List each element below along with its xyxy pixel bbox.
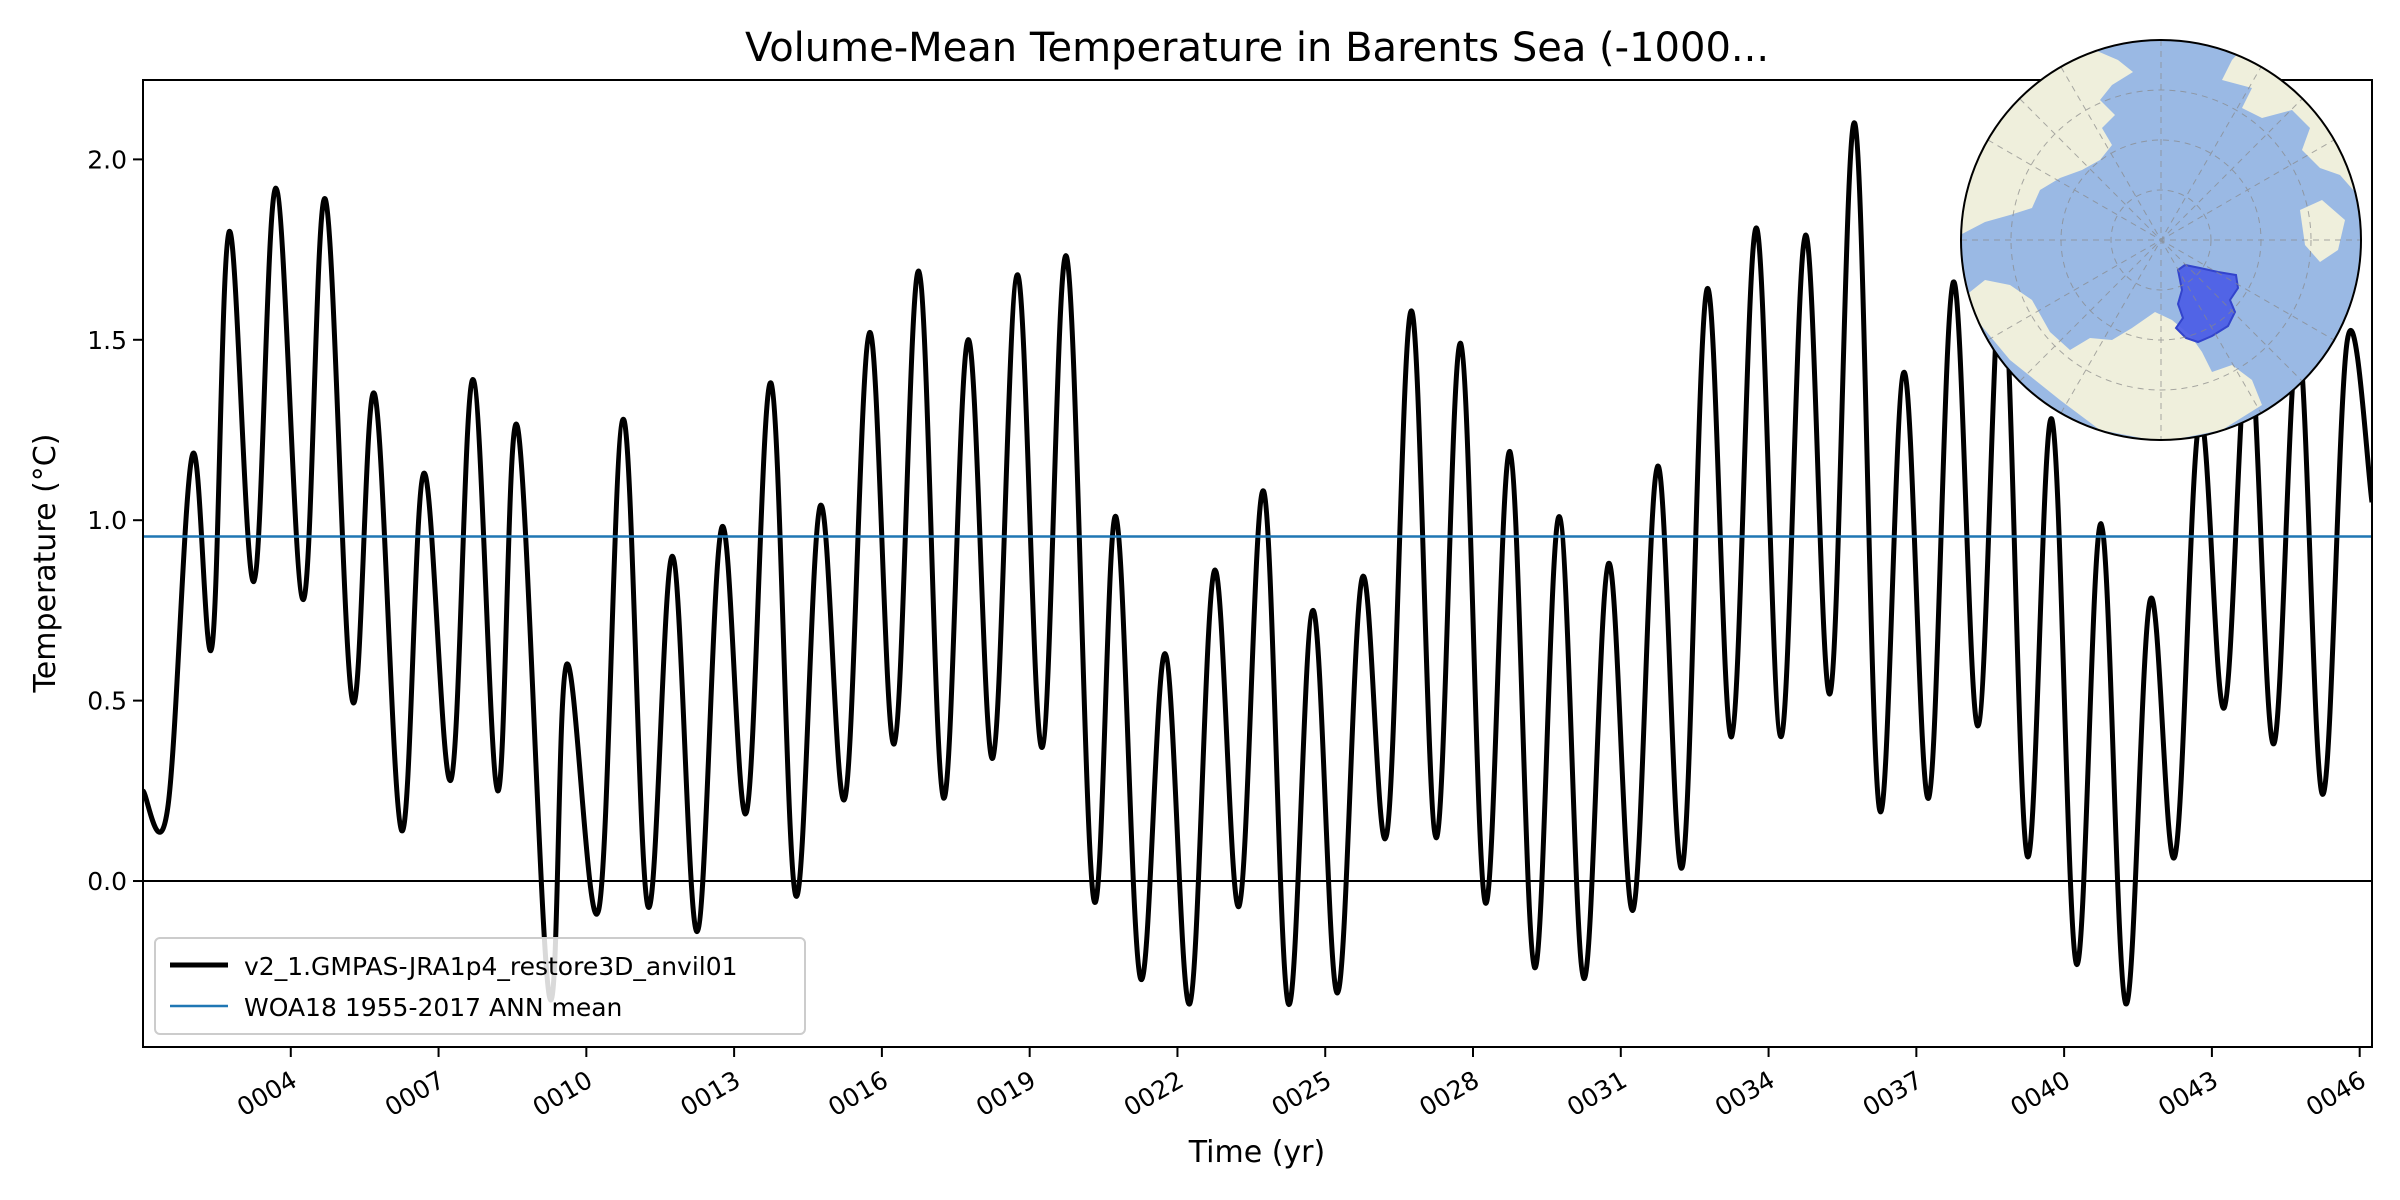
x-axis: 0004 0007 0010 0013 0016 0019 0022 0025 0028 0031… (232, 1047, 2371, 1122)
x-tick-label: 0028 (1414, 1065, 1484, 1122)
y-tick-label: 0.0 (87, 867, 127, 896)
y-axis-label: Temperature (°C) (28, 434, 63, 694)
barents-region (2174, 263, 2240, 344)
x-tick-label: 0004 (232, 1065, 302, 1122)
legend-label-obs: WOA18 1955-2017 ANN mean (244, 993, 622, 1022)
inset-map (1960, 39, 2362, 441)
y-tick-label: 1.0 (87, 506, 127, 535)
x-tick-label: 0019 (971, 1065, 1041, 1122)
chart-title: Volume-Mean Temperature in Barents Sea (… (745, 25, 1769, 71)
legend-box (154, 937, 806, 1035)
x-tick-label: 0010 (528, 1065, 598, 1122)
y-tick-label: 2.0 (87, 145, 127, 174)
x-tick-label: 0016 (823, 1065, 893, 1122)
x-axis-label: Time (yr) (1188, 1135, 1325, 1170)
x-tick-label: 0046 (2301, 1065, 2371, 1122)
x-tick-label: 0025 (1267, 1065, 1337, 1122)
y-tick-label: 1.5 (87, 326, 127, 355)
legend: v2_1.GMPAS-JRA1p4_restore3D_anvil01 WOA1… (154, 937, 806, 1035)
plot-frame (142, 79, 2373, 1048)
plot-data (143, 120, 2372, 1007)
map-land-americas (1961, 280, 2262, 440)
x-tick-label: 0037 (1858, 1065, 1928, 1122)
map-graticule (1961, 40, 2361, 440)
y-tick-label: 0.5 (87, 687, 127, 716)
x-tick-label: 0040 (2006, 1065, 2076, 1122)
x-tick-label: 0022 (1119, 1065, 1189, 1122)
y-axis: 0.0 0.5 1.0 1.5 2.0 (87, 145, 143, 896)
map-border (1960, 39, 2362, 441)
x-tick-label: 0031 (1562, 1065, 1632, 1122)
legend-label-model: v2_1.GMPAS-JRA1p4_restore3D_anvil01 (244, 952, 738, 981)
map-land-island (2300, 200, 2345, 262)
series-line-model (143, 120, 2372, 1007)
x-tick-label: 0013 (676, 1065, 746, 1122)
x-tick-label: 0034 (1710, 1065, 1780, 1122)
x-tick-label: 0043 (2153, 1065, 2223, 1122)
x-tick-label: 0007 (380, 1065, 450, 1122)
